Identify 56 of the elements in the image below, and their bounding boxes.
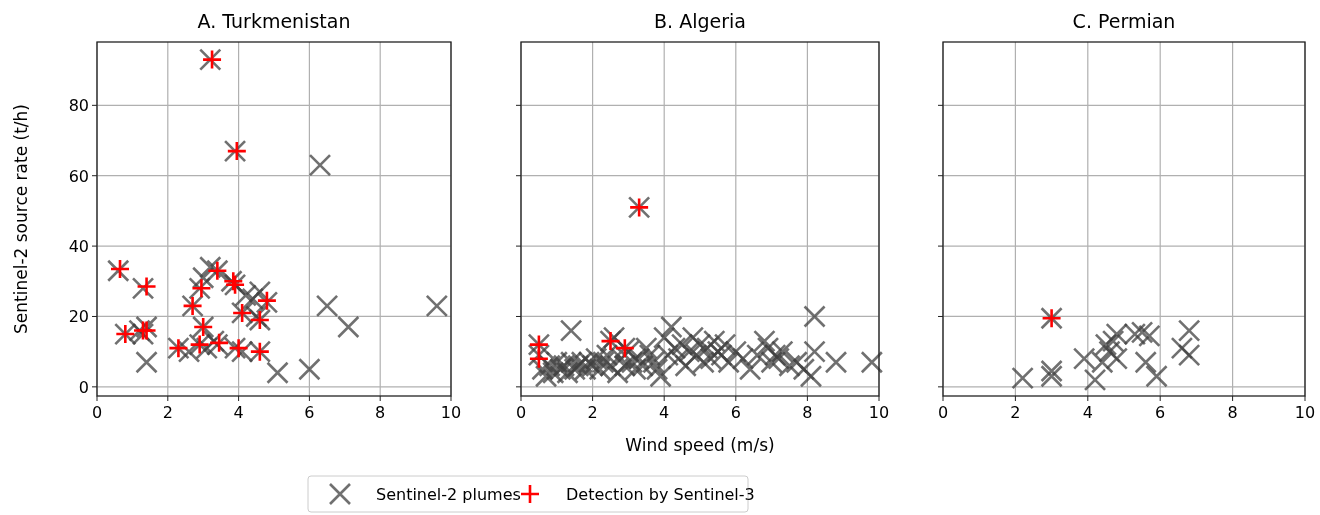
point [315,294,339,318]
y-tick-label: 40 [68,237,89,257]
x-tick-label: 2 [1010,403,1021,422]
point [1083,368,1107,392]
x-tick-label: 8 [375,403,386,422]
x-tick-label: 10 [440,403,462,422]
point [1145,364,1168,388]
y-axis-title: Sentinel-2 source rate (t/h) [11,104,31,334]
x-tick-label: 4 [233,403,244,422]
x-tick-label: 8 [1227,403,1238,422]
y-tick-label: 0 [78,377,89,397]
x-tick-label: 0 [91,403,103,422]
point [298,357,321,381]
x-tick-label: 10 [868,403,890,422]
chart-title: B. Algeria [654,10,746,32]
legend-label: Detection by Sentinel-3 [566,485,755,504]
point [1101,329,1125,353]
x-tick-label: 2 [162,403,173,422]
x-tick-label: 0 [937,403,949,422]
point [1098,340,1121,363]
point [234,284,257,307]
point [1040,364,1063,388]
x-tick-label: 6 [304,403,315,422]
point [1134,350,1158,374]
point [1130,321,1154,344]
x-tick-label: 10 [1294,403,1316,422]
x-tick-label: 2 [587,403,598,422]
point [308,153,332,177]
y-tick-label: 20 [68,307,89,327]
chart-title: C. Permian [1072,10,1176,32]
point [1105,347,1129,370]
x-tick-label: 6 [730,403,741,422]
x-axis-title: Wind speed (m/s) [625,435,775,455]
point [228,337,249,359]
point [425,294,449,318]
point [1094,333,1118,356]
point [1177,319,1201,342]
x-tick-label: 0 [515,403,527,422]
legend-label: Sentinel-2 plumes [376,485,521,504]
point [1177,343,1201,367]
point [136,276,157,297]
point [266,361,289,385]
x-tick-label: 6 [1155,403,1166,422]
y-tick-label: 60 [68,166,89,186]
point [528,348,550,369]
point [1011,366,1034,390]
x-tick-label: 4 [1082,403,1093,422]
x-tick-label: 4 [659,403,670,422]
x-tick-label: 8 [802,403,813,422]
point [337,315,360,339]
point [1170,336,1194,360]
y-tick-label: 80 [68,96,89,116]
point [135,350,158,374]
point [1040,359,1063,383]
chart-title: A. Turkmenistan [197,10,351,32]
point [1138,324,1161,348]
